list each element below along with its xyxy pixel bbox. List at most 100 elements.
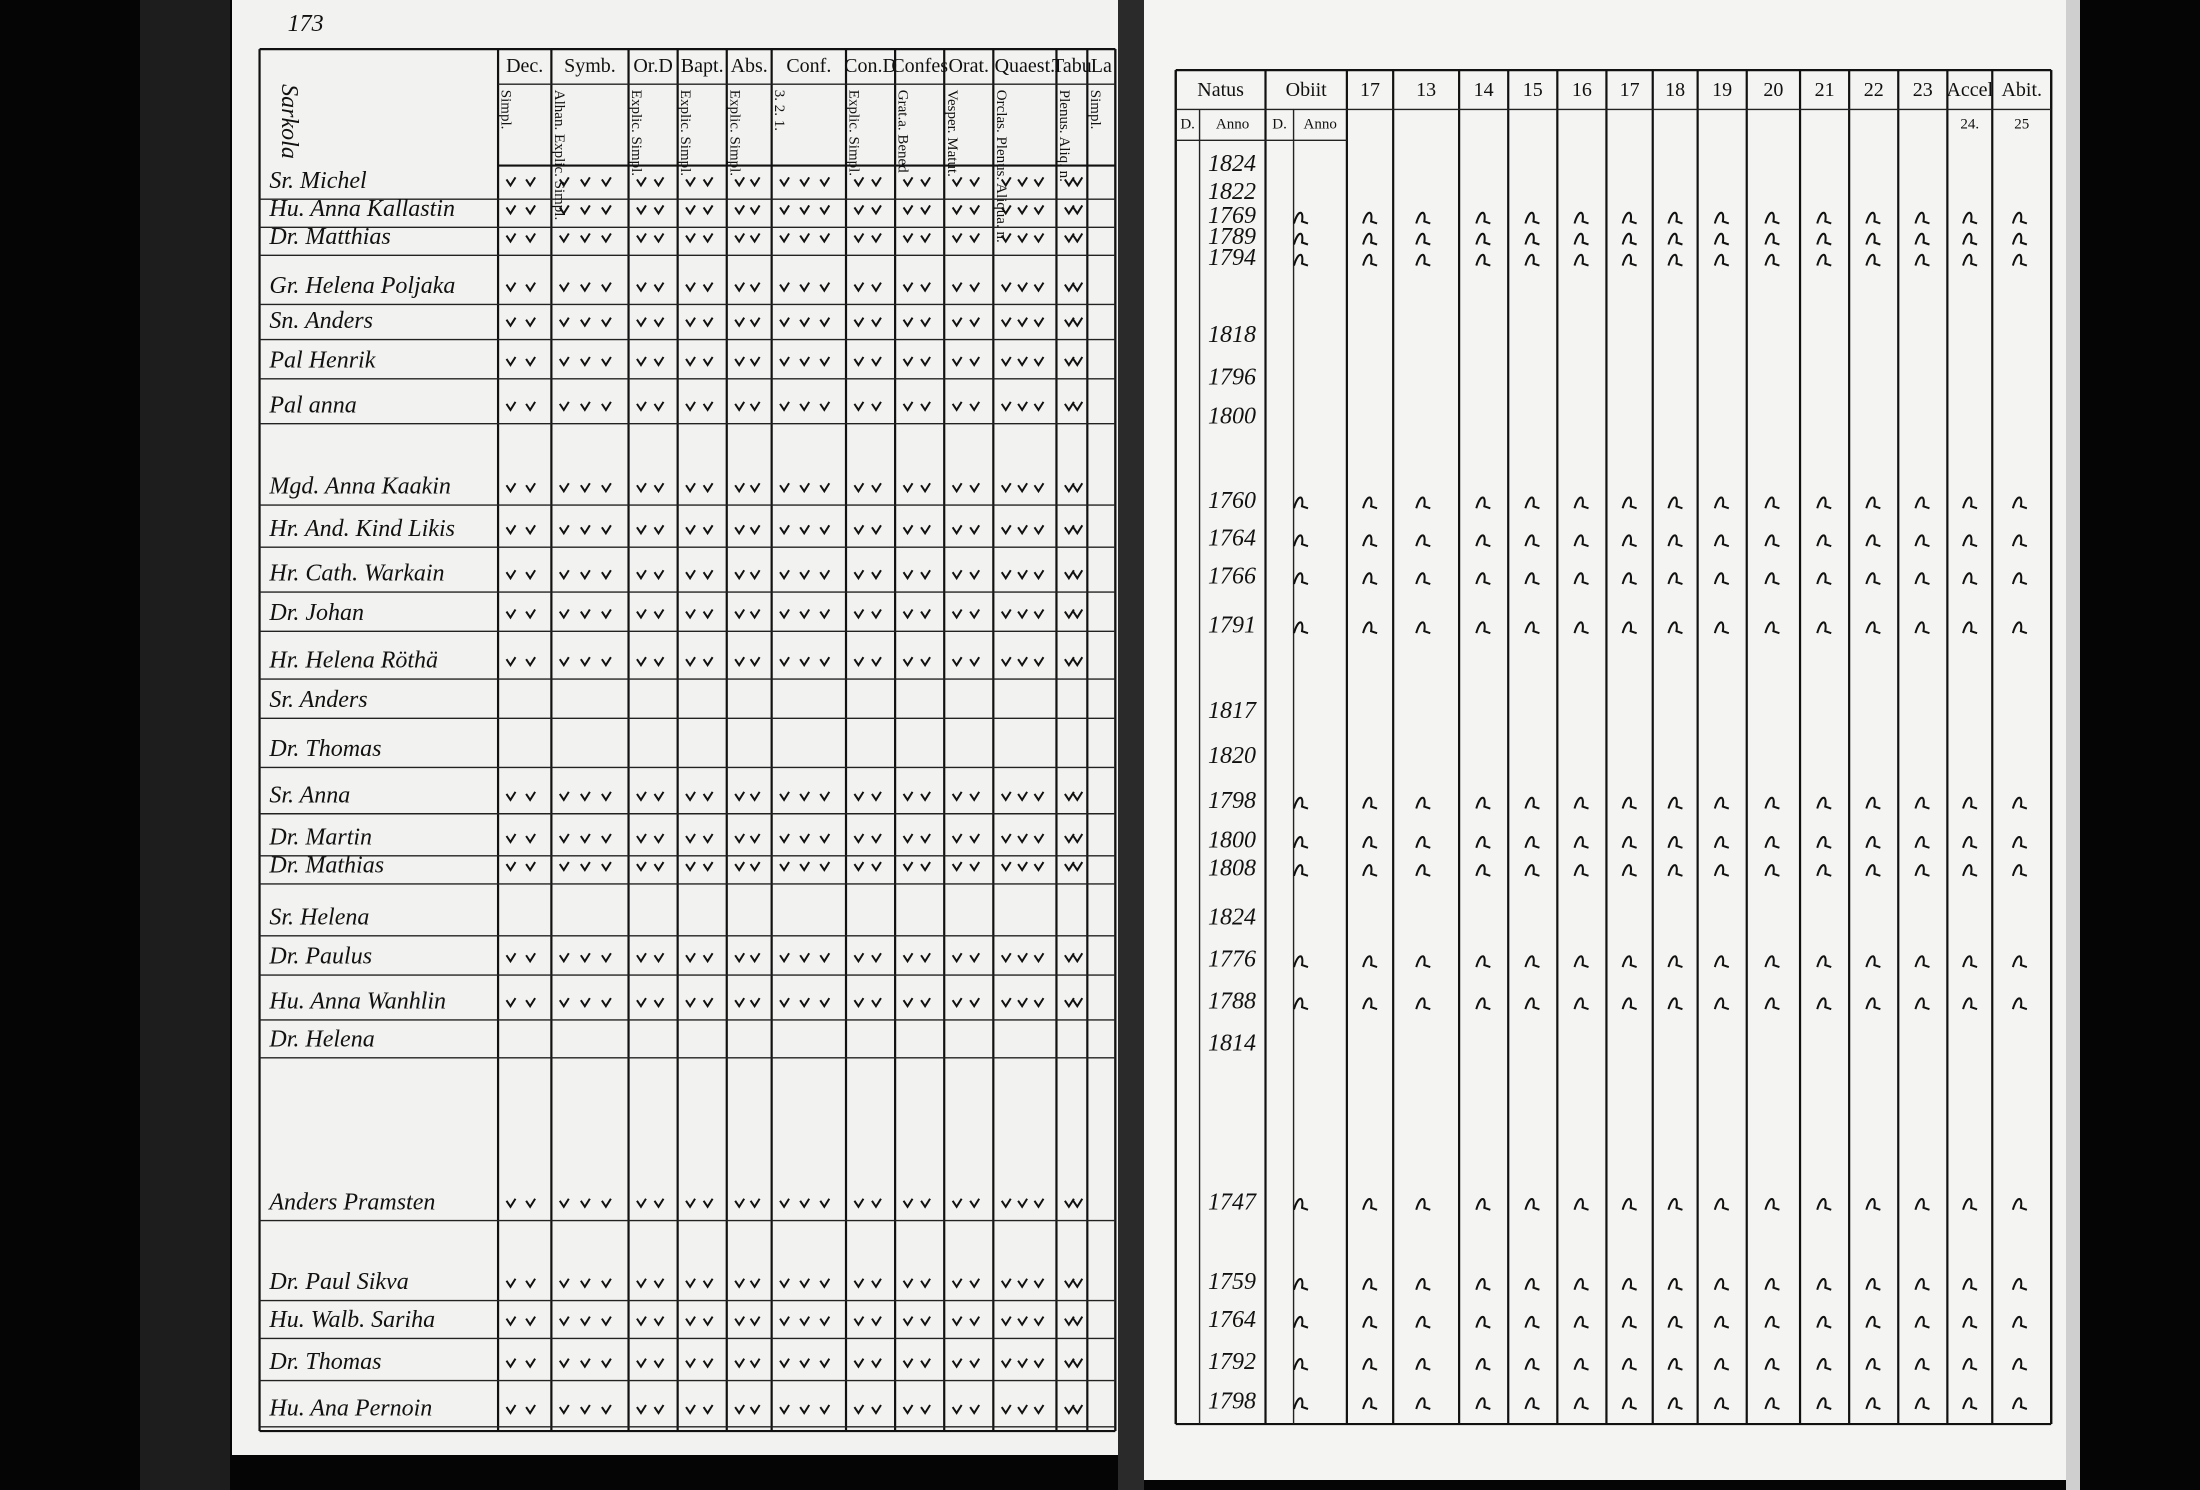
tally-mark <box>853 232 865 244</box>
tally-mark <box>734 401 746 412</box>
tally-mark <box>1000 176 1012 188</box>
birth-year: 1818 <box>1208 322 1256 348</box>
record-mark <box>1573 572 1589 585</box>
record-mark <box>1573 534 1589 548</box>
record-mark <box>1415 496 1431 510</box>
tally-mark <box>969 997 981 1008</box>
record-mark <box>1764 796 1780 810</box>
record-mark <box>1667 796 1683 810</box>
tally-mark <box>969 833 981 844</box>
column-header: Abit. <box>2001 79 2042 101</box>
record-mark <box>1667 253 1683 267</box>
record-mark <box>1962 1277 1978 1291</box>
record-mark <box>1713 864 1730 877</box>
tally-mark <box>969 656 981 668</box>
tally-mark <box>1072 1358 1084 1369</box>
tally-mark <box>969 232 981 244</box>
birth-year: 1764 <box>1208 526 1256 552</box>
tally-mark <box>749 608 761 620</box>
tally-mark <box>853 1404 865 1415</box>
record-mark <box>1667 1357 1683 1371</box>
tally-mark <box>749 204 761 216</box>
tally-mark <box>902 356 914 367</box>
tally-mark <box>601 1404 612 1415</box>
birth-year: 1769 <box>1208 203 1256 229</box>
tally-mark <box>951 282 963 293</box>
record-mark <box>1865 997 1881 1011</box>
tally-mark <box>505 524 517 536</box>
tally-mark <box>702 204 714 216</box>
tally-mark <box>525 1198 536 1209</box>
tally-mark <box>558 317 570 328</box>
resident-name: Sn. Anders <box>269 308 373 334</box>
tally-mark <box>636 282 647 293</box>
tally-mark <box>1064 232 1075 244</box>
record-mark <box>1865 211 1881 225</box>
record-mark <box>1962 1397 1978 1410</box>
tally-mark <box>505 204 517 216</box>
tally-mark <box>601 833 612 844</box>
tally-mark <box>1017 232 1028 244</box>
tally-mark <box>779 861 790 872</box>
tally-mark <box>1033 356 1045 367</box>
tally-mark <box>779 608 790 620</box>
column-header: Tabu <box>1052 55 1092 77</box>
record-mark <box>1524 796 1540 810</box>
tally-mark <box>853 952 865 964</box>
tally-mark <box>558 569 570 581</box>
record-mark <box>1764 572 1780 585</box>
tally-mark <box>636 401 647 412</box>
tally-mark <box>799 401 811 412</box>
tally-mark <box>1000 356 1012 367</box>
tally-mark <box>920 282 931 293</box>
tally-mark <box>902 1358 914 1369</box>
column-header: 16 <box>1572 79 1592 101</box>
tally-mark <box>1017 1316 1028 1327</box>
tally-mark <box>799 1316 811 1327</box>
record-mark <box>1621 572 1637 585</box>
tally-mark <box>505 1198 517 1209</box>
tally-mark <box>558 356 570 367</box>
tally-mark <box>636 1278 647 1289</box>
tally-mark <box>1033 1316 1045 1327</box>
birth-year: 1764 <box>1208 1307 1256 1333</box>
column-header: Conf. <box>786 55 831 77</box>
tally-mark <box>1000 952 1012 964</box>
record-mark <box>1914 572 1930 585</box>
tally-mark <box>702 282 714 293</box>
tally-mark <box>1064 1278 1075 1289</box>
record-mark <box>2011 997 2028 1011</box>
column-header: 15 <box>1523 79 1543 101</box>
tally-mark <box>871 1278 882 1289</box>
tally-mark <box>558 833 570 844</box>
page-number: 173 <box>288 11 324 37</box>
tally-mark <box>871 791 882 802</box>
tally-mark <box>580 952 591 964</box>
birth-year: 1760 <box>1208 488 1256 514</box>
tally-mark <box>951 1358 963 1369</box>
tally-mark <box>1000 1198 1012 1209</box>
tally-mark <box>601 317 612 328</box>
record-mark <box>1293 1357 1309 1371</box>
record-mark <box>2011 864 2028 877</box>
tally-mark <box>951 1198 963 1209</box>
tally-mark <box>1033 1358 1045 1369</box>
record-mark <box>1816 1315 1832 1329</box>
tally-mark <box>871 176 882 188</box>
tally-mark <box>558 861 570 872</box>
tally-mark <box>558 176 570 188</box>
tally-mark <box>636 232 647 244</box>
tally-mark <box>779 1278 790 1289</box>
record-mark <box>1362 1315 1378 1329</box>
column-subheader: 24. <box>1960 116 1979 132</box>
tally-mark <box>902 482 914 494</box>
tally-mark <box>685 176 696 188</box>
tally-mark <box>1072 608 1084 620</box>
tally-mark <box>685 401 696 412</box>
tally-mark <box>1064 356 1075 367</box>
tally-mark <box>702 952 714 964</box>
tally-mark <box>601 524 612 536</box>
tally-mark <box>819 204 831 216</box>
tally-mark <box>1064 524 1075 536</box>
record-mark <box>1573 1357 1589 1371</box>
